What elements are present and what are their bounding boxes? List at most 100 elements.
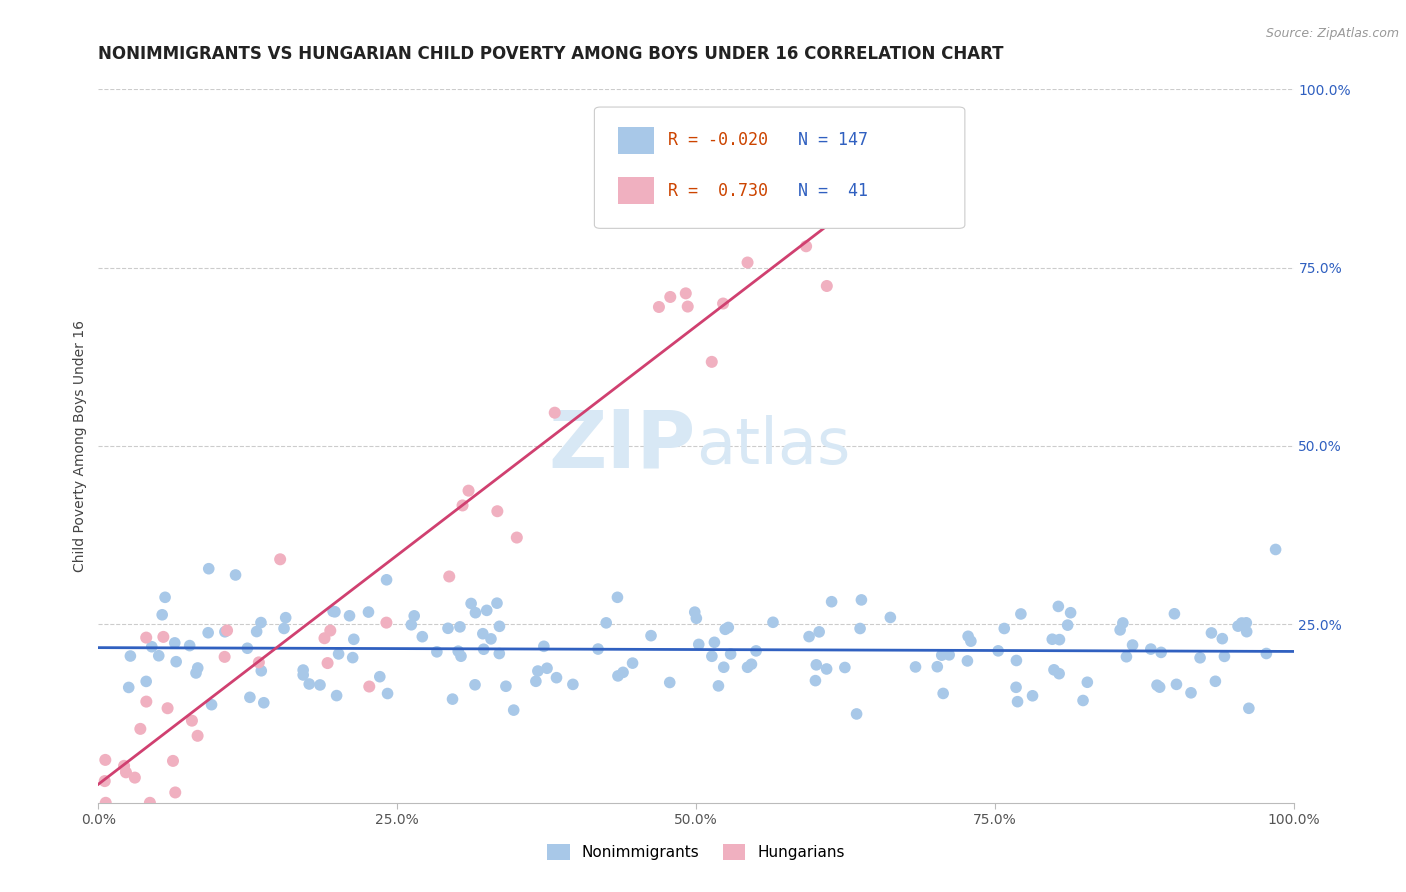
Point [524,674,547,689]
Point [685,611,707,625]
Point [676,300,699,314]
Point [197,562,219,576]
Point [236,641,259,656]
Point [527,664,550,678]
Point [1204,674,1226,689]
Text: R = -0.020: R = -0.020 [668,131,769,150]
Point [472,642,495,657]
Point [200,698,222,712]
Point [323,605,346,619]
Point [612,665,634,680]
Point [135,631,157,645]
Point [112,759,135,773]
Point [1256,647,1278,661]
Point [956,654,979,668]
Point [426,645,449,659]
Point [359,680,381,694]
Point [309,678,332,692]
Point [533,640,555,654]
Point [328,647,350,661]
FancyBboxPatch shape [619,178,654,204]
Point [411,630,433,644]
Text: ZIP: ZIP [548,407,696,485]
Point [737,660,759,674]
Point [197,625,219,640]
Point [357,605,380,619]
Point [129,722,152,736]
Point [150,607,173,622]
Point [1237,701,1260,715]
Point [165,655,187,669]
Point [441,692,464,706]
Text: atlas: atlas [696,415,851,477]
Point [152,630,174,644]
Point [1059,606,1081,620]
Point [1007,695,1029,709]
Point [1049,632,1071,647]
Point [931,648,953,662]
Point [163,636,186,650]
Point [325,689,347,703]
Point [1040,632,1063,647]
Point [239,690,262,705]
Point [464,678,486,692]
Point [1230,615,1253,630]
Point [437,621,460,635]
Point [343,632,366,647]
Point [141,640,163,654]
Point [120,648,142,663]
Point [486,504,509,518]
Point [184,665,207,680]
Point [488,647,510,661]
Point [621,656,644,670]
Point [250,664,273,678]
Point [401,617,423,632]
Point [162,754,184,768]
Point [253,696,276,710]
Point [502,703,524,717]
Point [938,648,960,662]
Point [737,255,759,269]
Point [834,660,856,674]
Y-axis label: Child Poverty Among Boys Under 16: Child Poverty Among Boys Under 16 [73,320,87,572]
Point [851,593,873,607]
Point [179,639,201,653]
Point [845,706,868,721]
Point [1021,689,1043,703]
Point [804,673,827,688]
Point [1047,666,1070,681]
Point [247,656,270,670]
Point [957,629,980,643]
Point [1150,645,1173,659]
Point [987,644,1010,658]
Point [1227,619,1250,633]
Point [806,657,828,672]
Point [717,620,740,634]
Point [700,355,723,369]
Point [536,661,558,675]
Point [1109,623,1132,637]
Point [449,620,471,634]
Point [1166,677,1188,691]
Point [464,606,486,620]
Point [879,610,901,624]
Point [375,615,398,630]
Point [342,650,364,665]
Point [246,624,269,639]
Legend: Nonimmigrants, Hungarians: Nonimmigrants, Hungarians [541,838,851,866]
Point [1201,626,1223,640]
Point [815,662,838,676]
Point [339,608,361,623]
Point [450,649,472,664]
Point [683,605,706,619]
Point [447,644,470,658]
Point [658,675,681,690]
Text: NONIMMIGRANTS VS HUNGARIAN CHILD POVERTY AMONG BOYS UNDER 16 CORRELATION CHART: NONIMMIGRANTS VS HUNGARIAN CHILD POVERTY… [98,45,1004,62]
Point [139,796,162,810]
Point [479,632,502,646]
Point [794,239,817,253]
Point [475,603,498,617]
Point [700,649,723,664]
Point [904,660,927,674]
Point [94,753,117,767]
